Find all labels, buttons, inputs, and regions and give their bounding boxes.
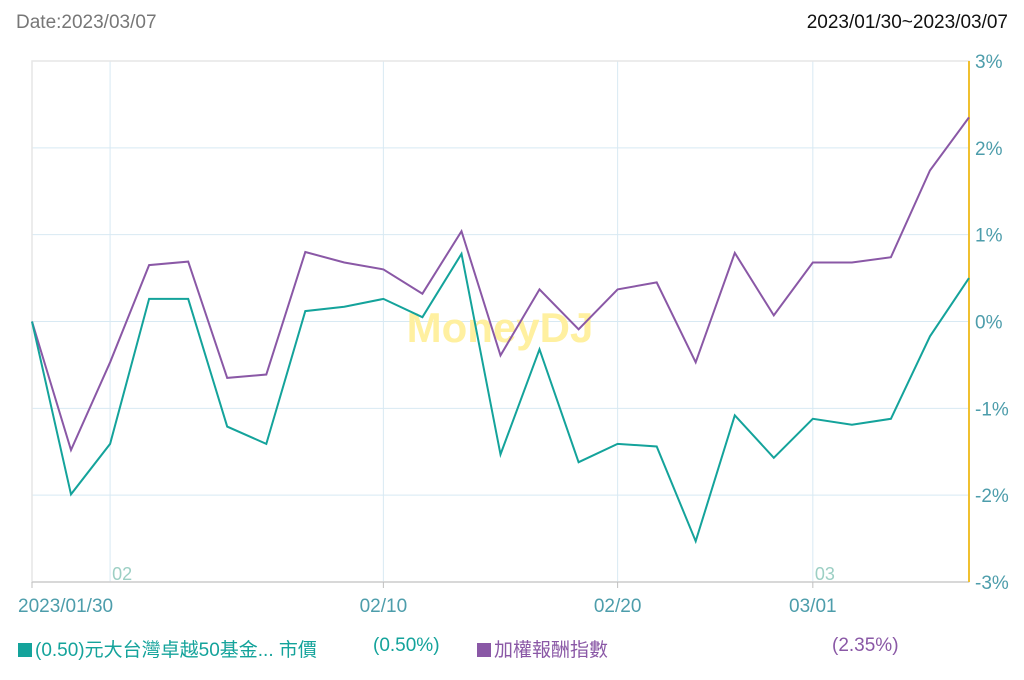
x-tick-label: 02/20	[594, 596, 642, 617]
month-marker-label: 03	[815, 564, 835, 584]
y-tick-label: -1%	[975, 399, 1009, 420]
y-tick-label: 0%	[975, 313, 1003, 334]
x-tick-label: 03/01	[789, 596, 837, 617]
legend-swatch-series2	[477, 643, 491, 657]
month-marker-label: 02	[112, 564, 132, 584]
y-tick-label: 1%	[975, 226, 1003, 247]
y-tick-label: -3%	[975, 573, 1009, 594]
series	[31, 116, 970, 545]
legend-series2-name: 加權報酬指數	[494, 640, 609, 661]
legend-series1-name: (0.50)元大台灣卓越50基金... 市價	[35, 640, 317, 661]
date-range-label: 2023/01/30~2023/03/07	[806, 12, 1008, 33]
legend-swatch-series1	[18, 643, 32, 657]
x-tick-label: 2023/01/30	[18, 596, 113, 617]
legend-series1-value: (0.50%)	[373, 635, 440, 656]
y-tick-label: 2%	[975, 139, 1003, 160]
legend-series2-value: (2.35%)	[832, 635, 899, 656]
legend-item-series2[interactable]: 加權報酬指數	[477, 635, 608, 662]
axes	[31, 61, 970, 588]
series-line-index	[31, 116, 970, 453]
legend-item-series1[interactable]: (0.50)元大台灣卓越50基金... 市價	[18, 635, 317, 662]
axis-labels: 3% 2% 1% 0% -1% -2% -3% 2023/01/30 02/10 02/20 03/…	[18, 52, 1009, 617]
x-tick-label: 02/10	[360, 596, 408, 617]
line-chart: MoneyDJ 3% 2% 1% 0% -1% -2% -3% 2023/01/30 02/10…	[18, 52, 1009, 617]
watermark: MoneyDJ	[407, 304, 594, 351]
y-tick-label: -2%	[975, 486, 1009, 507]
y-tick-label: 3%	[975, 52, 1003, 73]
date-label: Date:2023/03/07	[16, 12, 157, 33]
series-line-etf	[31, 251, 970, 545]
